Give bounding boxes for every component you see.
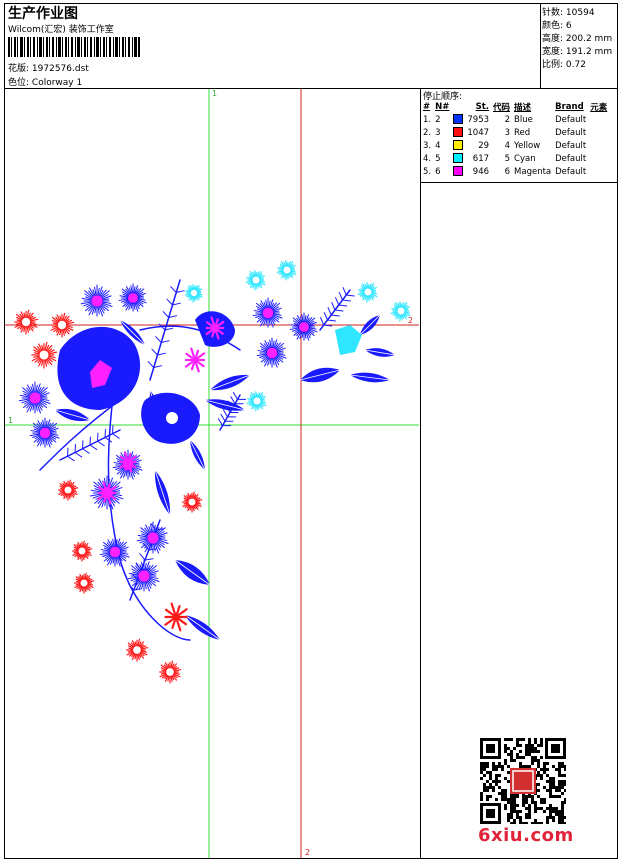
- cyan-flower-3: [276, 260, 297, 281]
- red-guide-label-right: 2: [408, 316, 414, 325]
- leaf-13-vein: [189, 439, 206, 471]
- red-flower-1: [14, 309, 39, 335]
- table-row: 3. 4 29 4 Yellow Default: [423, 140, 587, 151]
- stop-panel-frame: [420, 88, 618, 183]
- leaf-9-vein: [184, 614, 221, 641]
- leaf-6-vein: [349, 374, 391, 381]
- blue-flower-2: [118, 283, 147, 312]
- stat-colors: 颜色: 6: [542, 21, 572, 31]
- blue-flower-3: [252, 297, 283, 328]
- blue-flower-10: [127, 559, 160, 592]
- red-flower-4: [58, 479, 79, 501]
- color-swatch: [453, 127, 464, 138]
- watermark-logo: 6xiu.com: [478, 825, 574, 846]
- red-flower-2: [50, 312, 75, 338]
- cyan-flower-5: [390, 301, 411, 322]
- cyan-flower-6: [246, 391, 267, 412]
- leaf-11-vein: [119, 319, 146, 346]
- upper-stem: [139, 325, 241, 351]
- col-header-index: #: [423, 102, 431, 112]
- colorway-name: Colorway 1: [31, 78, 83, 88]
- file-label: 花版:: [8, 64, 30, 74]
- leaf-8-vein: [174, 559, 211, 586]
- floral-motif: [14, 260, 411, 684]
- blue-flower-9: [99, 536, 130, 567]
- stop-sequence-title: 停止顺序:: [423, 92, 463, 102]
- magenta-star-3: [119, 451, 137, 473]
- leaf-3-vein: [299, 369, 341, 381]
- color-swatch: [453, 153, 464, 164]
- blue-flower-8: [136, 521, 169, 554]
- magenta-star-4: [97, 481, 117, 505]
- big-bloom-accent: [90, 360, 112, 388]
- qr-code: [480, 738, 566, 824]
- red-flower-3: [31, 341, 58, 369]
- table-row: 2. 3 1047 3 Red Default: [423, 127, 587, 138]
- green-guide-label-top: 1: [212, 89, 218, 98]
- file-line: 花版: 1972576.dst: [8, 61, 89, 74]
- leaf-5-vein: [364, 349, 396, 356]
- blue-flower-5: [256, 337, 287, 368]
- leaf-1-vein: [209, 374, 251, 391]
- red-flower-5: [182, 491, 203, 513]
- blue-flower-4: [289, 312, 318, 341]
- stat-stitches: 针数: 10594: [542, 8, 595, 18]
- col-header-desc: 描述: [514, 103, 532, 113]
- table-row: 5. 6 946 6 Magenta Default: [423, 166, 587, 177]
- table-header-row: # N# St. 代码 描述 Brand 元素: [421, 101, 609, 113]
- red-flower-6: [72, 540, 93, 562]
- cyan-bloom: [335, 325, 362, 355]
- red-flower-8: [126, 638, 149, 662]
- red-flower-9: [159, 660, 182, 684]
- seal-stamp: [510, 768, 536, 794]
- table-row: 4. 5 617 5 Cyan Default: [423, 153, 587, 164]
- leaf-7-vein: [154, 469, 171, 516]
- blue-flower-6: [18, 381, 51, 414]
- col-header-element: 元素: [590, 103, 608, 113]
- magenta-star-2: [205, 316, 225, 340]
- blue-flower-1: [80, 284, 113, 317]
- col-header-stitches: St.: [475, 102, 490, 112]
- red-guide-label-bottom: 2: [305, 848, 311, 857]
- color-swatch: [453, 140, 464, 151]
- blue-flower-7: [29, 417, 60, 448]
- red-flower-7: [74, 572, 95, 594]
- col-header-code: 代码: [493, 103, 511, 113]
- cyan-flower-1: [184, 284, 203, 303]
- magenta-star-1: [184, 347, 206, 373]
- cyan-flower-4: [357, 282, 378, 303]
- stat-height: 高度: 200.2 mm: [542, 34, 613, 44]
- colorway-label: 色位:: [8, 78, 30, 88]
- leaf-10-vein: [54, 409, 91, 421]
- leaf-4-vein: [359, 314, 381, 336]
- red-star: [164, 602, 188, 632]
- left-stem: [39, 399, 121, 471]
- cyan-flower-2: [245, 270, 266, 291]
- barcode-image: [8, 37, 140, 57]
- stat-width: 宽度: 191.2 mm: [542, 47, 613, 57]
- page-title: 生产作业图: [8, 6, 78, 22]
- design-area: [4, 88, 421, 859]
- color-swatch: [453, 166, 464, 177]
- color-swatch: [453, 114, 464, 125]
- col-header-brand: Brand: [555, 102, 584, 112]
- leaf-2-vein: [204, 399, 246, 411]
- table-row: 1. 2 7953 2 Blue Default: [423, 114, 587, 125]
- stop-sequence-table: # N# St. 代码 描述 Brand 元素 1. 2 7953 2 Blue De…: [421, 101, 609, 178]
- company-name: Wilcom(汇宏) 装饰工作室: [8, 25, 114, 35]
- colorway-line: 色位: Colorway 1: [8, 75, 82, 88]
- stat-scale: 比例: 0.72: [542, 60, 586, 70]
- green-guide-label-left: 1: [8, 416, 14, 425]
- mid-bloom-center: [166, 412, 178, 424]
- col-header-needle: N#: [435, 102, 450, 112]
- file-name: 1972576.dst: [31, 64, 89, 74]
